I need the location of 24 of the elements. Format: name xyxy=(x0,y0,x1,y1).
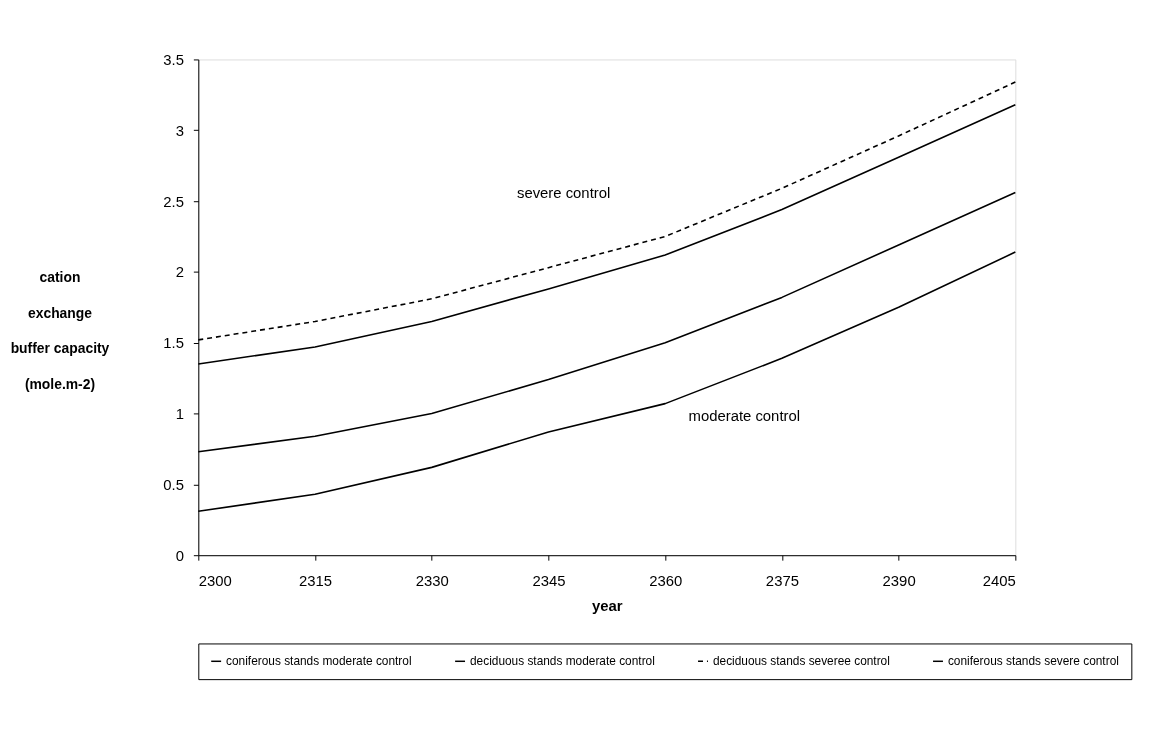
y-tick-label: 3.5 xyxy=(163,51,184,68)
annotation: severe control xyxy=(516,185,611,202)
y-tick-label: 0 xyxy=(175,547,184,564)
y-tick-label: 0.5 xyxy=(163,476,184,493)
text: cation exchange buffer capacity (mole.m-2) xyxy=(10,269,110,393)
y-tick-label: 2.5 xyxy=(163,193,184,210)
x-tick-label: 2330 xyxy=(415,573,449,590)
x-tick-label: 2390 xyxy=(882,573,916,590)
annotation: moderate control xyxy=(688,408,801,425)
x-tick-label: 2405 xyxy=(982,573,1016,590)
y-tick-label: 3 xyxy=(175,122,184,139)
x-axis-title: year xyxy=(592,598,623,615)
legend-label: coniferous stands severe control xyxy=(947,654,1119,669)
x-tick-label: 2345 xyxy=(532,573,566,590)
x-tick-label: 2375 xyxy=(765,573,799,590)
x-tick-label: 2315 xyxy=(298,573,333,590)
legend-label: deciduous stands severee control xyxy=(712,654,890,669)
x-tick-label: 2360 xyxy=(649,573,683,590)
y-tick-label: 1.5 xyxy=(163,335,184,352)
legend-label: deciduous stands moderate control xyxy=(469,654,655,669)
y-tick-label: 1 xyxy=(175,406,184,422)
legend-label: coniferous stands moderate control xyxy=(226,654,412,669)
x-tick-label: 2300 xyxy=(198,573,232,590)
y-tick-label: 2 xyxy=(175,264,184,281)
